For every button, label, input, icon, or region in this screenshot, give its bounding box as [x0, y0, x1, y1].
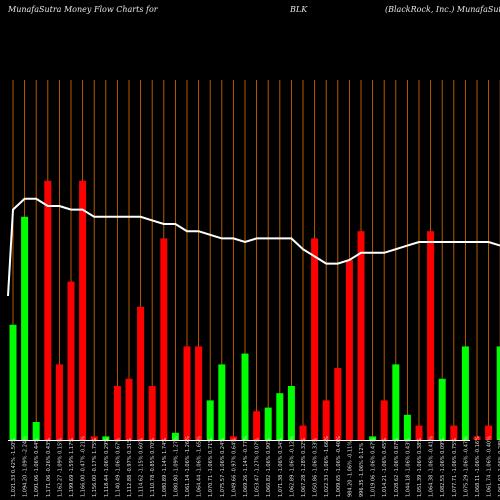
- money-flow-bar: [322, 400, 330, 440]
- money-flow-bar: [67, 281, 75, 440]
- money-flow-bar: [311, 238, 319, 440]
- money-flow-bar: [334, 368, 342, 440]
- x-tick-label: 1,019.06 -1.06% 0.47%: [371, 438, 377, 497]
- x-tick-label: 1,069.26 -1.14% -0.77%: [243, 436, 249, 497]
- money-flow-bar: [55, 364, 63, 440]
- money-flow-bar: [148, 386, 156, 440]
- money-flow-bar: [171, 432, 179, 440]
- x-tick-label: 1,049.66 -0.97% 0.64%: [231, 438, 237, 497]
- money-flow-bar: [253, 411, 261, 440]
- x-tick-label: 1,051.39 -1.06% 0.38%: [417, 438, 423, 497]
- x-tick-label: 1,071.38 -1.06% 0.34%: [278, 438, 284, 497]
- header-left-text: MunafaSutra Money Flow Charts for: [8, 5, 158, 14]
- x-tick-label: 1,050.86 -1.06% 0.33%: [313, 438, 319, 497]
- money-flow-bar: [229, 436, 237, 440]
- ticker-symbol: BLK: [290, 5, 308, 14]
- money-flow-bar: [392, 364, 400, 440]
- x-tick-label: 1,080.80 -1.09% -1.27%: [173, 436, 179, 497]
- x-tick-label: 1,061.14 -1.06% -1.26%: [185, 436, 191, 497]
- money-flow-bar: [450, 425, 458, 440]
- money-flow-bar: [21, 216, 29, 440]
- money-flow-bar: [137, 306, 145, 440]
- x-tick-label: 1,062.89 -1.06% -0.12%: [289, 436, 295, 497]
- money-flow-bar: [299, 425, 307, 440]
- money-flow-bar: [369, 436, 377, 440]
- x-tick-label: 1,061.02 -1.06% 0.28%: [498, 438, 500, 497]
- money-flow-bar: [485, 425, 493, 440]
- x-tick-label: 1,044.18 -1.06% 0.43%: [405, 438, 411, 497]
- money-flow-bar: [113, 386, 121, 440]
- x-tick-label: 1,060.82 -1.06% 0.90%: [266, 438, 272, 497]
- x-tick-label: 1,094.20 -1.09% -2.24%: [23, 436, 29, 497]
- money-flow-bar: [44, 180, 52, 441]
- money-flow-bar: [9, 324, 17, 440]
- money-flow-bar: [438, 378, 446, 440]
- x-tick-label: 1,082.55 -1.06% 0.09%: [440, 438, 446, 497]
- x-tick-label: 1,014.21 -1.06% 0.45%: [382, 438, 388, 497]
- money-flow-bar: [276, 393, 284, 440]
- money-flow-bar: [264, 407, 272, 440]
- x-tick-label: 1,162.27 -1.09% 0.15%: [57, 438, 63, 497]
- money-flow-bar: [32, 422, 40, 440]
- x-tick-label: 996.35 -1.06% 0.12%: [359, 443, 365, 497]
- money-flow-bar: [160, 238, 168, 440]
- x-tick-label: 1,021.33 0.42% -1.50%: [11, 438, 17, 497]
- x-tick-label: 1,080.89 -1.14% 1.74%: [162, 438, 168, 497]
- money-flow-bar: [345, 260, 353, 440]
- x-tick-label: 1,110.78 -0.85% 0.70%: [150, 438, 156, 497]
- x-tick-label: 1,022.33 -1.06% -1.66%: [324, 436, 330, 497]
- money-flow-bar: [125, 378, 133, 440]
- money-flow-bar: [403, 414, 411, 440]
- money-flow-bar: [415, 425, 423, 440]
- x-tick-label: 1,064.44 -1.06% -1.65%: [197, 436, 203, 497]
- money-flow-bar: [496, 346, 500, 440]
- x-tick-label: 1,061.74 -1.06% -0.40%: [487, 436, 493, 497]
- x-tick-label: 1,009.65 -1.06% -0.40%: [336, 436, 342, 497]
- x-tick-label: 1,114.62 -1.15% 0.60%: [139, 438, 145, 497]
- x-tick-label: 1,077.71 -1.06% 0.75%: [452, 438, 458, 497]
- money-flow-bar: [427, 231, 435, 440]
- x-tick-label: 1,156.00 -0.17% 1.75%: [92, 438, 98, 497]
- x-tick-label: 1,070.71 -1.06% 0.71%: [208, 438, 214, 497]
- money-flow-bar: [206, 400, 214, 440]
- x-tick-label: 1,118.44 -1.06% 0.29%: [104, 438, 110, 497]
- price-line: [7, 197, 500, 297]
- x-tick-label: 1,171.06 -0.26% 0.43%: [46, 438, 52, 497]
- x-tick-label: 1,140.49 -1.06% 0.67%: [115, 438, 121, 497]
- company-name: (BlackRock, Inc.) MunafaSutra.com: [385, 5, 500, 14]
- money-flow-bar: [218, 364, 226, 440]
- x-tick-label: 1,064.38 -1.06% -0.41%: [429, 436, 435, 497]
- x-tick-label: 1,091.06 -1.06% 0.44%: [34, 438, 40, 497]
- money-flow-bar: [287, 386, 295, 440]
- money-flow-bar: [90, 436, 98, 440]
- money-flow-bar: [195, 346, 203, 440]
- x-tick-label: 1,166.00 -0.47% -0.21%: [81, 436, 87, 497]
- x-tick-label: 1,075.29 -1.06% -0.47%: [463, 436, 469, 497]
- x-tick-label: 984.20 -1.06% -0.11%: [347, 441, 353, 497]
- money-flow-bar: [461, 346, 469, 440]
- x-tick-label: 1,075.57 -1.06% 0.24%: [220, 438, 226, 497]
- money-flow-bar: [241, 353, 249, 440]
- money-flow-bar: [183, 346, 191, 440]
- x-tick-label: 1,028.62 -1.06% 0.87%: [394, 438, 400, 497]
- money-flow-bar: [102, 436, 110, 440]
- money-flow-bar: [79, 180, 87, 441]
- x-tick-label: 1,199.69 -1.59% 1.17%: [69, 438, 75, 497]
- x-tick-label: 1,068.11 -1.06% -0.16%: [475, 436, 481, 497]
- money-flow-bar: [473, 436, 481, 440]
- x-tick-label: 1,053.47 -1.27% 0.07%: [255, 438, 261, 497]
- money-flow-bar: [380, 400, 388, 440]
- money-flow-bar: [357, 231, 365, 440]
- x-tick-label: 1,112.88 -0.97% 0.31%: [127, 438, 133, 497]
- x-tick-label: 1,067.28 -1.28% 0.32%: [301, 438, 307, 497]
